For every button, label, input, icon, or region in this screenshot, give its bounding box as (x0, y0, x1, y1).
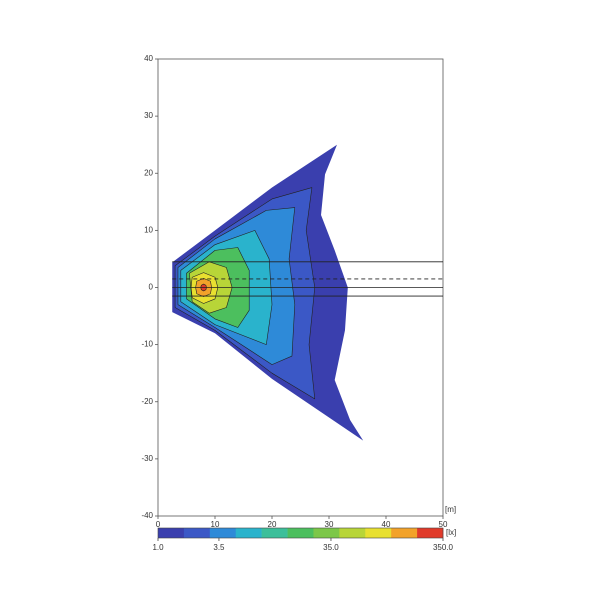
x-tick-label: 30 (325, 520, 334, 529)
colorbar-segment (417, 528, 444, 538)
x-tick-label: 40 (382, 520, 391, 529)
colorbar-tick-label: 1.0 (152, 543, 164, 552)
x-tick-label: 20 (268, 520, 277, 529)
colorbar-tick-label: 350.0 (433, 543, 454, 552)
y-tick-label: 0 (149, 283, 154, 292)
colorbar-tick-label: 3.5 (213, 543, 225, 552)
y-tick-label: -40 (141, 511, 153, 520)
colorbar-segment (313, 528, 340, 538)
y-tick-label: 40 (144, 54, 153, 63)
y-tick-label: 10 (144, 225, 153, 234)
x-tick-label: 10 (211, 520, 220, 529)
colorbar-segment (235, 528, 262, 538)
x-unit: [m] (445, 505, 456, 514)
colorbar-segment (183, 528, 211, 538)
colorbar-segment (287, 528, 314, 538)
colorbar-segment (391, 528, 418, 538)
colorbar-unit: [lx] (446, 528, 456, 537)
colorbar-segment (365, 528, 392, 538)
colorbar-tick-label: 35.0 (323, 543, 339, 552)
y-tick-label: 30 (144, 111, 153, 120)
colorbar-segment (209, 528, 237, 538)
x-tick-label: 50 (439, 520, 448, 529)
x-tick-label: 0 (156, 520, 161, 529)
colorbar-segment (261, 528, 288, 538)
colorbar-segment (158, 528, 185, 538)
y-tick-label: -20 (141, 397, 153, 406)
colorbar-frame (157, 527, 444, 539)
contour-layer (172, 144, 364, 441)
y-tick-label: 20 (144, 168, 153, 177)
y-tick-label: -10 (141, 340, 153, 349)
y-tick-label: -30 (141, 454, 153, 463)
colorbar-segment (339, 528, 366, 538)
